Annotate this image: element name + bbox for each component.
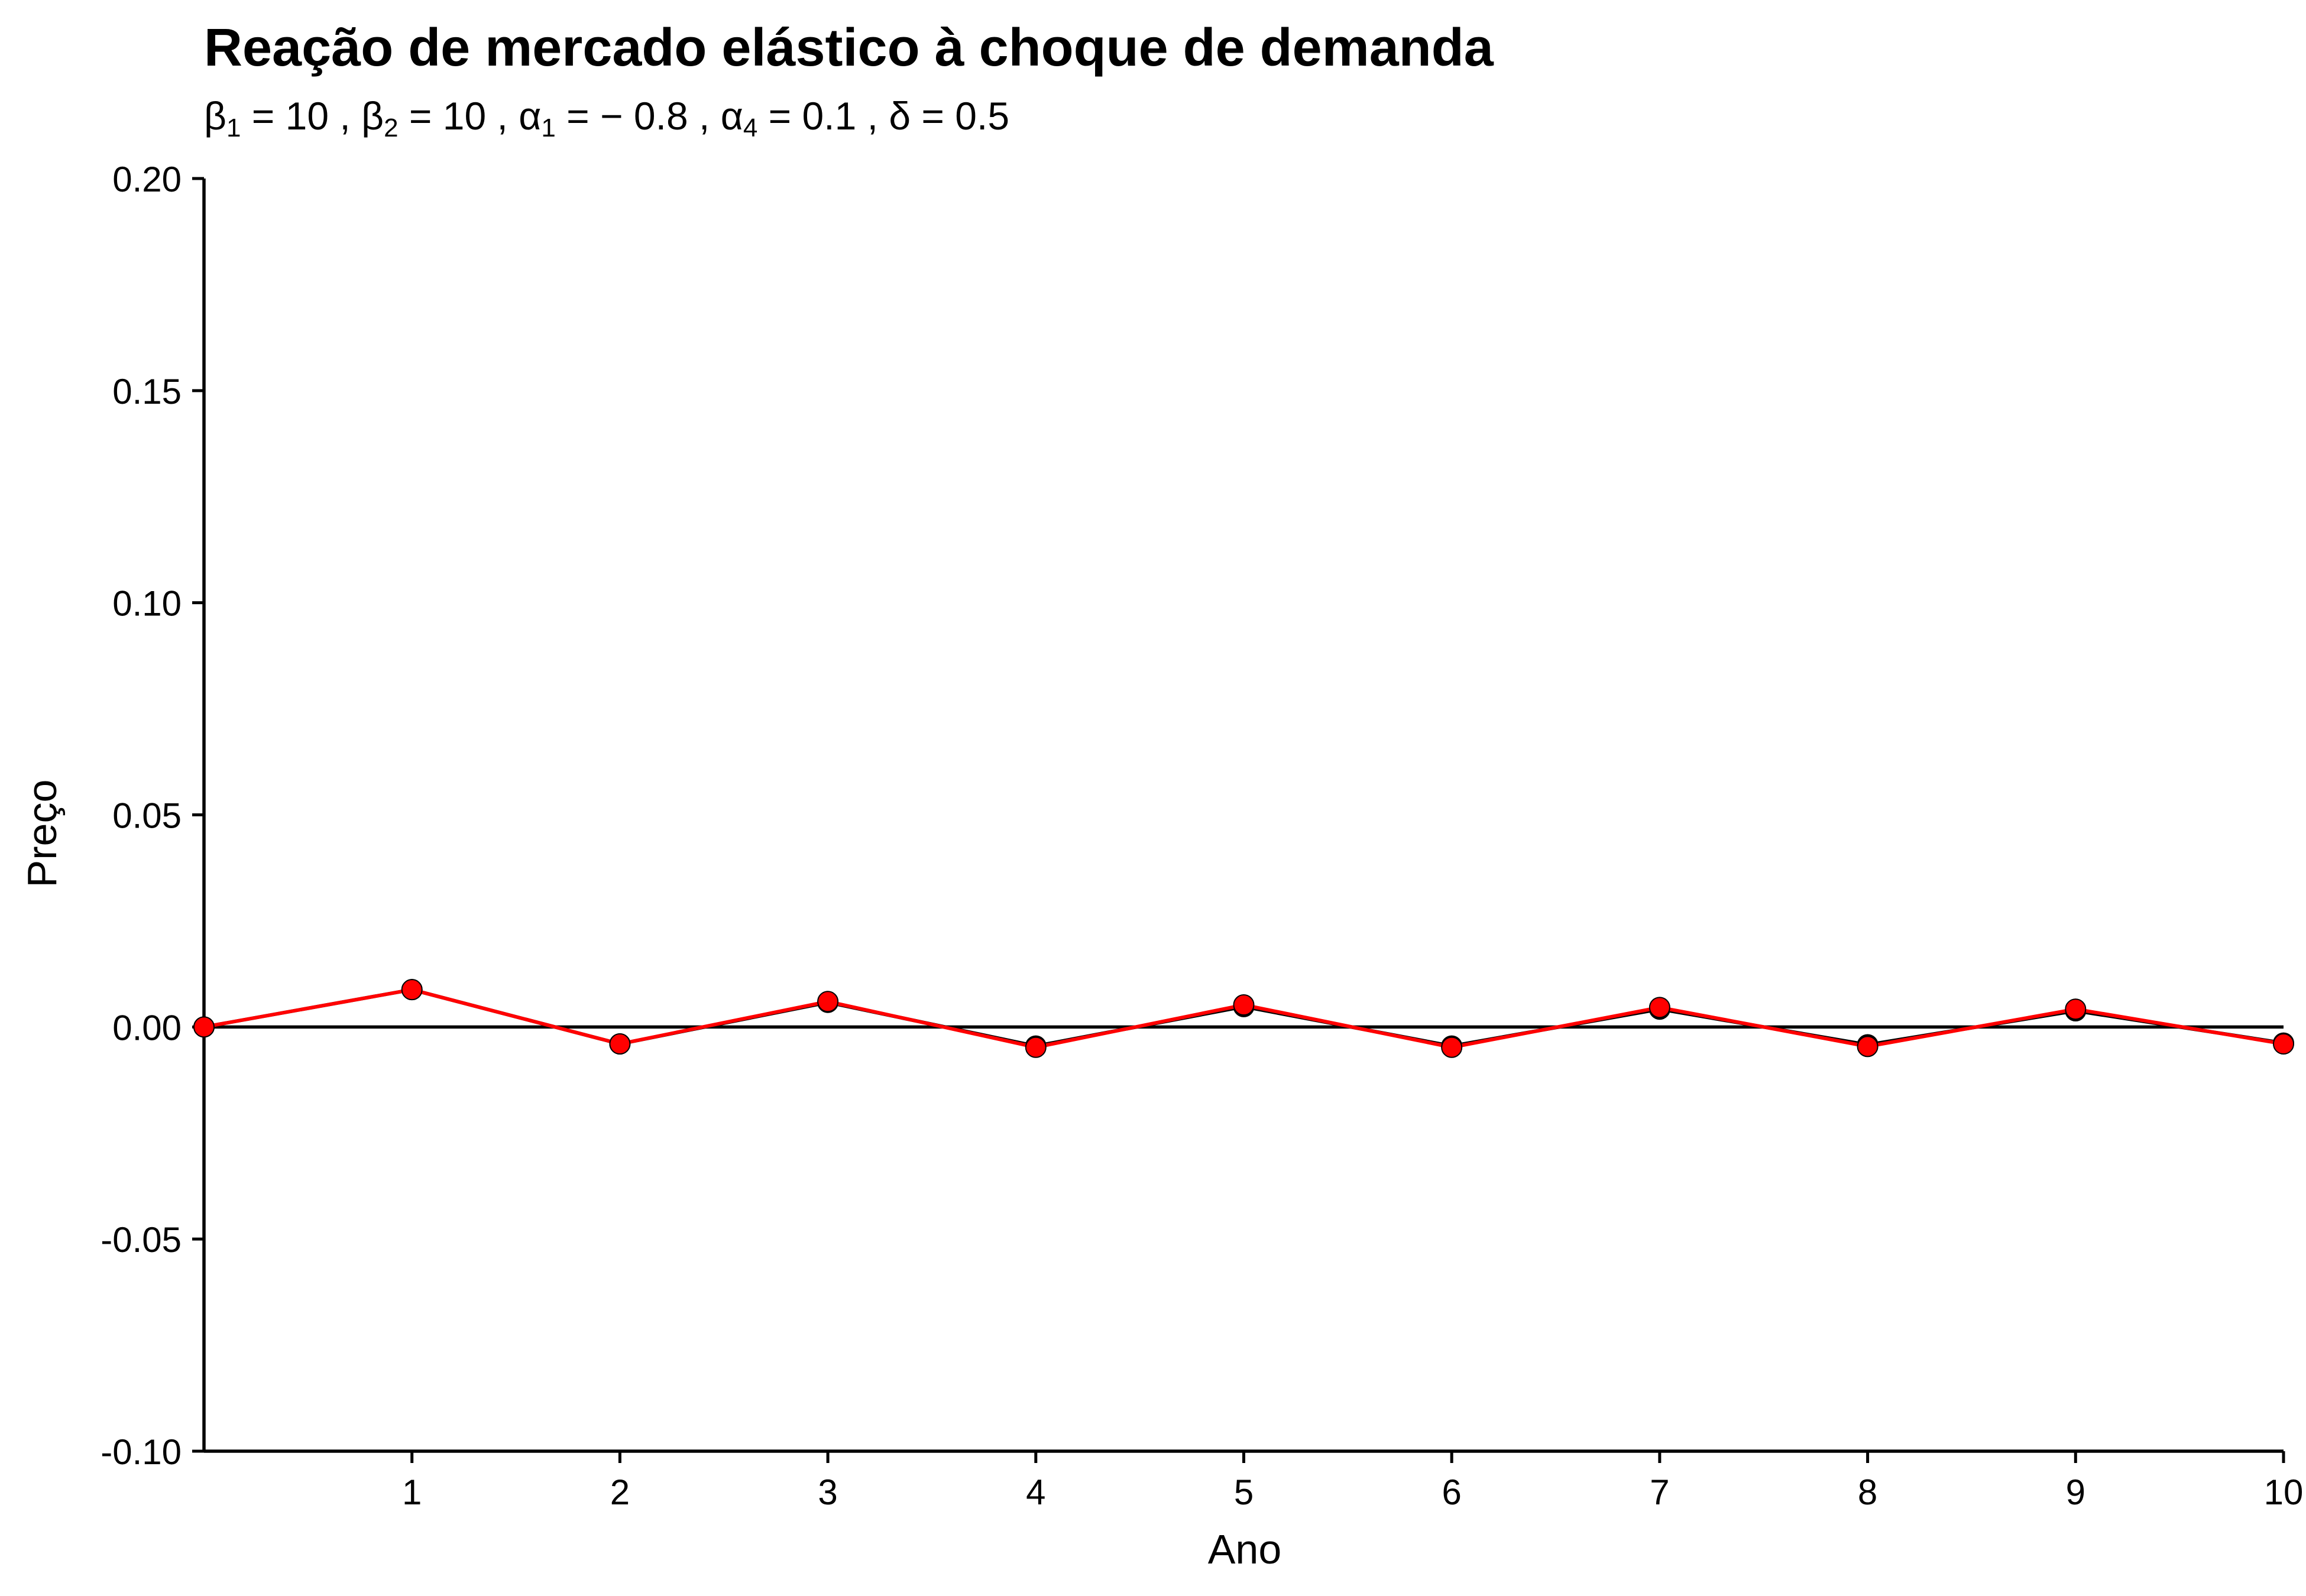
data-point [2065, 998, 2087, 1020]
data-point [193, 1016, 215, 1038]
subtitle-value: = 10 , [398, 94, 519, 138]
x-tick-label: 8 [1858, 1472, 1877, 1512]
subtitle-symbol: δ [889, 94, 911, 138]
x-tick-label: 7 [1650, 1472, 1669, 1512]
subtitle-value: = 0.5 [911, 94, 1010, 138]
subtitle-value: = 10 , [241, 94, 362, 138]
subtitle-symbol: α [519, 94, 542, 138]
x-axis-label: Ano [1208, 1526, 1282, 1572]
x-tick-label: 2 [610, 1472, 630, 1512]
y-tick-label: 0.20 [112, 160, 182, 199]
series-0 [193, 979, 2294, 1057]
series-layer [193, 979, 2294, 1058]
y-tick-label: -0.05 [101, 1220, 182, 1260]
x-tick-label: 1 [402, 1472, 422, 1512]
y-tick-label: -0.10 [101, 1432, 182, 1472]
subtitle-subscript: 2 [384, 113, 399, 142]
data-point [1025, 1036, 1047, 1058]
subtitle-subscript: 1 [541, 113, 556, 142]
subtitle-value: = 0.1 , [757, 94, 889, 138]
data-point [2273, 1033, 2294, 1055]
chart-subtitle: β1 = 10 , β2 = 10 , α1 = − 0.8 , α4 = 0.… [204, 93, 1009, 143]
data-point [1648, 997, 1670, 1018]
axes: -0.10 -0.05 0.00 0.05 0.10 0.15 0.20 1 2 3 4 5 6 7 8 9 1… [101, 160, 2303, 1512]
data-point [1441, 1036, 1463, 1058]
y-tick-label: 0.10 [112, 584, 182, 624]
subtitle-symbol: β [361, 94, 384, 138]
data-point [609, 1033, 631, 1055]
x-tick-label: 6 [1442, 1472, 1462, 1512]
subtitle-subscript: 1 [226, 113, 241, 142]
y-axis-label: Preço [19, 780, 65, 888]
x-tick-label: 10 [2264, 1472, 2304, 1512]
subtitle-symbol: β [204, 94, 226, 138]
subtitle-symbol: α [720, 94, 743, 138]
data-point [1233, 994, 1255, 1016]
y-tick-label: 0.05 [112, 796, 182, 836]
chart-title: Reação de mercado elástico à choque de d… [204, 18, 1494, 77]
y-tick-label: 0.00 [112, 1008, 182, 1047]
x-tick-label: 3 [818, 1472, 837, 1512]
subtitle-value: = − 0.8 , [555, 94, 721, 138]
data-point [1857, 1036, 1879, 1057]
data-point [401, 979, 423, 1001]
y-tick-label: 0.15 [112, 372, 182, 411]
data-point [817, 991, 839, 1013]
series-1 [193, 979, 2294, 1058]
x-tick-label: 9 [2066, 1472, 2085, 1512]
subtitle-subscript: 4 [743, 113, 758, 142]
x-tick-label: 4 [1026, 1472, 1045, 1512]
x-tick-label: 5 [1234, 1472, 1254, 1512]
